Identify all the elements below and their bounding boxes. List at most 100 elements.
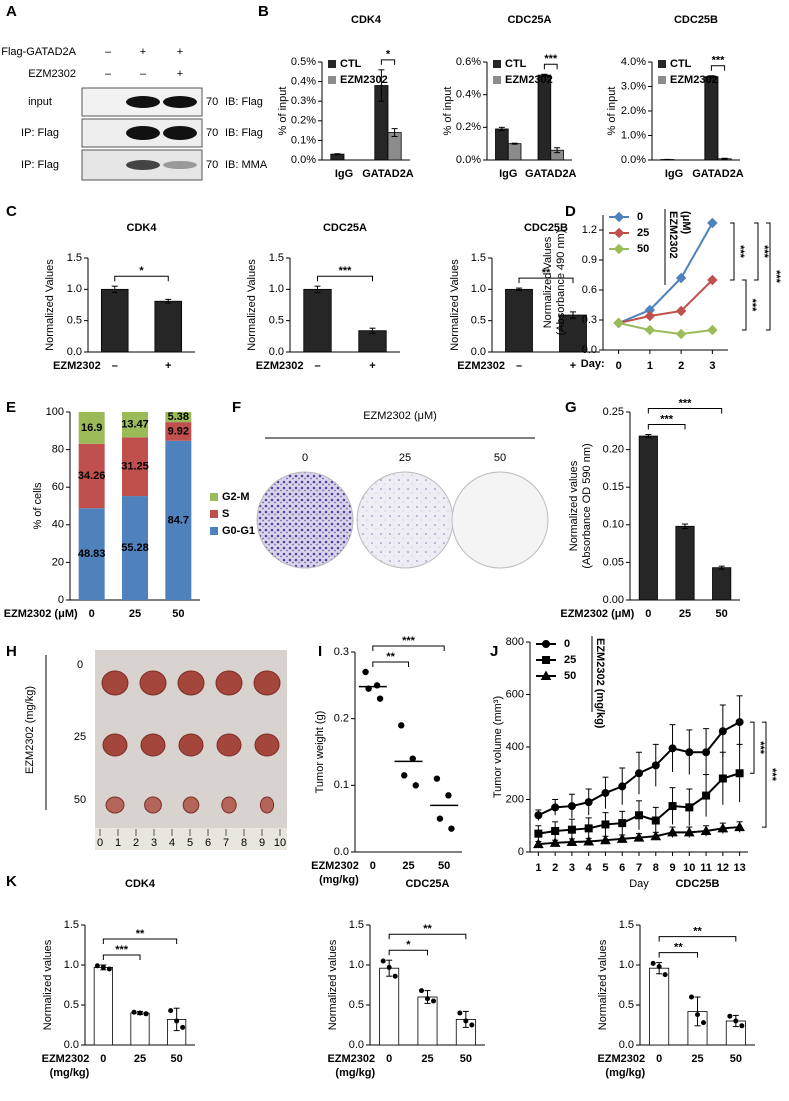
series-line [618,222,714,324]
tumor [216,733,242,757]
x-tick-label: 1 [647,360,653,372]
y-tick-label: 40 [52,519,64,531]
bar [507,143,522,161]
y-tick-label: 0.1 [334,779,349,791]
y-tick-label: 0.3% [291,95,316,107]
bar [638,435,658,601]
antibody: IB: Flag [225,96,263,108]
legend-label: 0 [637,211,643,223]
blot-sign: – [105,68,112,80]
data-point [739,1023,745,1029]
marker [618,819,627,828]
legend-label: G0-G1 [222,525,255,537]
data-label: 34.26 [78,470,106,482]
panel-label: A [6,3,17,20]
y-axis-label: Tumor volume (mm³) [492,696,504,798]
x-axis-label: (mg/kg) [335,1067,375,1079]
x-tick-label: GATAD2A [692,168,744,180]
bar-segment [122,437,148,497]
y-tick-label: 0.4% [456,89,481,101]
bar-segment [165,412,192,423]
photo-ylabel: EZM2302 (mg/kg) [24,686,36,774]
data-point [409,755,416,762]
y-tick-label: 1.0 [471,283,486,295]
ruler-label: 1 [115,837,121,849]
panel-label: B [258,3,269,20]
legend-swatch [328,60,336,68]
y-tick-label: 4.0% [621,56,646,68]
chart-title: CDK4 [125,878,156,890]
tumor [182,796,200,814]
x-axis-label: EZM2302 [327,1053,375,1065]
ruler-label: 0 [97,837,103,849]
panel-label: F [232,399,241,416]
legend-label: EZM2302 [340,74,388,86]
tumor [144,796,162,814]
antibody: IB: MMA [225,159,268,171]
data-point [137,1010,143,1016]
data-label: 13.47 [121,419,149,431]
colony-plates: EZM2302 (μM) 0 25 50 [256,410,549,569]
mw-marker: 70 [206,127,218,139]
x-axis-label: Day: [581,358,605,370]
marker [675,272,687,284]
ruler-label: 7 [223,837,229,849]
marker [718,727,727,736]
blot-sign: + [177,68,183,80]
marker [551,803,560,812]
x-axis-label: (mg/kg) [605,1067,645,1079]
y-tick-label: 0.6 [582,284,597,296]
marker [635,811,643,820]
tumor [102,733,128,757]
marker [675,328,687,340]
y-tick-label: 0.5 [64,999,79,1011]
y-tick-label: 0.6% [456,56,481,68]
significance-bracket [372,645,445,651]
tumor [259,796,275,814]
marker [540,670,552,680]
legend-title: EZM2302 (mg/kg) [594,638,606,729]
y-tick-label: 1.0 [349,959,364,971]
y-axis-label: % of cells [32,482,44,530]
data-point [419,988,424,994]
data-point [168,1008,174,1014]
x-tick-label: 25 [691,1053,703,1065]
mw-marker: 70 [206,96,218,108]
tumor [177,670,205,696]
bar [417,996,438,1046]
data-point [445,792,452,799]
bar [537,74,552,161]
y-tick-label: 0.0 [67,346,82,358]
significance-bracket [658,936,737,942]
y-axis-label: Normalized Values [44,259,56,351]
y-tick-label: 0.9 [582,254,597,266]
significance-bracket [750,721,755,774]
x-tick-label: 6 [619,862,625,874]
significance-bracket [543,63,558,70]
x-axis-label: EZM2302 [256,360,304,372]
band [126,96,160,108]
marker [533,838,544,849]
panel-label: J [490,643,498,660]
panel-label: K [6,873,17,890]
tumor [253,670,281,696]
x-axis-label: EZM2302 (μM) [560,608,634,620]
legend-label: 50 [637,243,649,255]
significance-label: *** [734,245,746,259]
marker [707,217,718,229]
series-line [618,279,714,324]
panel-label: G [565,399,577,416]
bar [358,330,387,353]
marker [707,274,718,286]
ruler-label: 3 [151,837,157,849]
blot: Flag-GATAD2A – + + EZM2302 – – + input I… [1,46,268,181]
x-tick-label: IgG [665,168,683,180]
marker [549,837,561,847]
x-tick-label: 50 [438,860,450,872]
y-axis-label: Normalized Values [542,236,554,328]
y-tick-label: 800 [506,636,524,648]
data-point [174,1018,180,1024]
y-tick-label: 0.0 [582,344,597,356]
y-tick-label: 0.05 [603,556,624,568]
significance-bracket [658,952,698,958]
